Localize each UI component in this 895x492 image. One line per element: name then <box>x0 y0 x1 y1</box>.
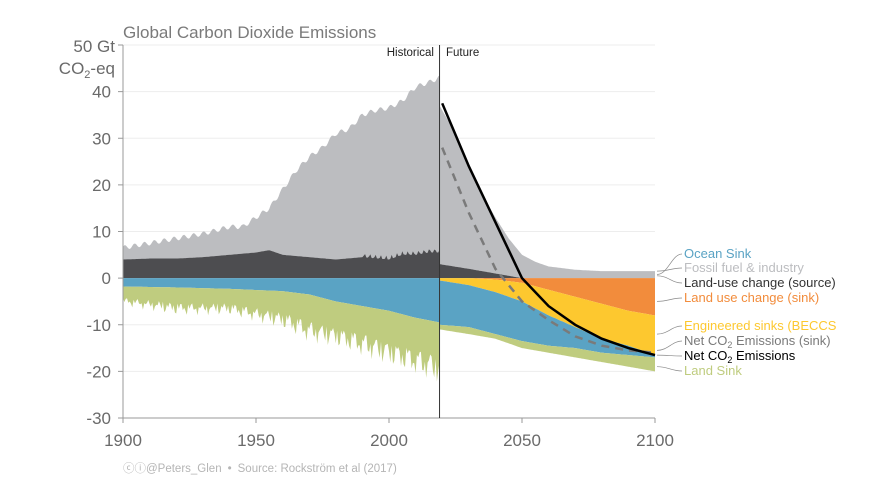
y-tick-label: -20 <box>86 362 111 381</box>
legend-leader-line <box>656 325 683 335</box>
x-tick-label: 1900 <box>104 431 142 450</box>
legend-label: Land Sink <box>684 363 742 378</box>
legend-item: Fossil fuel & industry <box>656 260 804 275</box>
y-tick-label: 30 <box>92 129 111 148</box>
area-ocean-future <box>439 280 655 358</box>
area-land-sink-future <box>439 324 655 372</box>
legend-leader-line <box>656 366 683 372</box>
area-landuse-sink <box>439 278 655 316</box>
legend-item: Land use change (sink) <box>656 290 819 305</box>
area-landuse-source-future <box>439 264 655 279</box>
area-ocean-historical <box>123 278 440 323</box>
legend-label: Land-use change (source) <box>684 275 836 290</box>
future-label: Future <box>446 47 479 59</box>
line-series <box>441 102 656 357</box>
source-text: Source: Rockström et al (2017) <box>238 463 397 475</box>
legend-item: Net CO2 Emissions (sink) <box>656 333 831 351</box>
chart-title: Global Carbon Dioxide Emissions <box>123 23 376 42</box>
area-series <box>123 75 655 382</box>
legend-label: Net CO2 Emissions (sink) <box>684 333 831 350</box>
legend-leader-line <box>656 275 683 284</box>
legend-label: Net CO2 Emissions <box>684 348 796 365</box>
x-tick-label: 2100 <box>636 431 674 450</box>
legend-leader-line <box>656 267 683 272</box>
y-tick-label: -10 <box>86 316 111 335</box>
x-tick-label: 2000 <box>370 431 408 450</box>
y-tick-label: -30 <box>86 409 111 428</box>
legend-label: Fossil fuel & industry <box>684 260 804 275</box>
legend-label: Engineered sinks (BECCS <box>684 318 837 333</box>
legend-item: Engineered sinks (BECCS <box>656 318 837 335</box>
legend-item: Net CO2 Emissions <box>656 348 796 365</box>
y-tick-label: 0 <box>102 269 111 288</box>
line-net-co2 <box>441 102 656 357</box>
area-landuse-source-historical <box>123 249 440 279</box>
y-tick-label: 10 <box>92 223 111 242</box>
legend-leader-line <box>656 340 683 351</box>
legend-item: Ocean Sink <box>656 246 752 275</box>
cc-by-icon: ⓒⓘ <box>123 462 146 475</box>
area-beccs <box>439 278 655 356</box>
legend-label: Land use change (sink) <box>684 290 819 305</box>
x-tick-label: 1950 <box>237 431 275 450</box>
legend-leader-line <box>656 297 683 302</box>
line-net-co2-sink <box>441 147 656 354</box>
legend-item: Land Sink <box>656 363 742 378</box>
legend-item: Land-use change (source) <box>656 275 836 290</box>
area-fossil-future <box>439 105 655 279</box>
area-land-sink-historical <box>123 286 440 382</box>
x-tick-label: 2050 <box>503 431 541 450</box>
legend-label: Ocean Sink <box>684 246 752 261</box>
y-axis-unit-line2: CO2-eq <box>59 59 115 81</box>
area-fossil-historical <box>123 75 440 260</box>
legend-leader-line <box>656 354 683 357</box>
y-axis-unit-line1: 50 Gt <box>73 37 115 56</box>
y-tick-label: 40 <box>92 83 111 102</box>
footer-credit: ⓒⓘ@Peters_Glen • Source: Rockström et al (… <box>123 462 397 475</box>
axes: 40 30 20 10 0 -10 -20 -30 1900 1950 2000 2050 2100 <box>86 44 674 450</box>
historical-label: Historical <box>387 47 434 59</box>
bullet: • <box>228 463 232 475</box>
legend-leader-line <box>656 253 683 275</box>
y-tick-label: 20 <box>92 176 111 195</box>
